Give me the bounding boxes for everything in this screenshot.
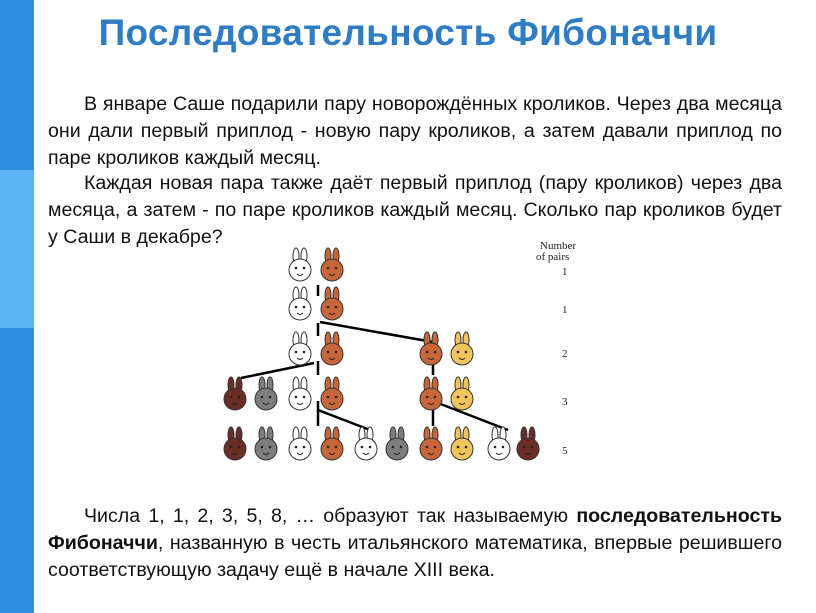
rabbit-white-icon — [288, 376, 312, 411]
pair-count-column: Number of pairs 1 1 2 3 5 — [536, 240, 576, 457]
rabbit-orange-icon — [419, 331, 443, 366]
rabbit-orange-icon — [419, 426, 443, 461]
header-line-number: Number — [540, 240, 576, 252]
rabbit-orange-icon — [320, 247, 344, 282]
side-accent-highlight — [0, 170, 34, 328]
rabbit-darkbrown-icon — [223, 426, 247, 461]
rabbit-darkbrown-icon — [516, 426, 540, 461]
paragraph-fibonacci-definition: Числа 1, 1, 2, 3, 5, 8, … образуют так н… — [48, 503, 782, 584]
rabbit-yellow-icon — [450, 376, 474, 411]
rabbit-white-icon — [288, 426, 312, 461]
rabbit-darkbrown-icon — [223, 376, 247, 411]
rabbit-gray-icon — [254, 376, 278, 411]
rabbit-white-icon — [288, 331, 312, 366]
definition-text-start: Числа 1, 1, 2, 3, 5, 8, … образуют так н… — [84, 504, 577, 527]
definition-text-end: , названную в честь итальянского математ… — [48, 531, 782, 581]
rabbit-pairs-tree-diagram: Number of pairs 1 1 2 3 5 — [223, 240, 576, 461]
rabbit-gray-icon — [254, 426, 278, 461]
definition-term: последовательность Фибоначчи — [48, 504, 782, 554]
rabbit-orange-icon — [320, 286, 344, 321]
rabbit-white-icon — [487, 426, 511, 461]
rabbit-orange-icon — [320, 376, 344, 411]
rabbit-orange-icon — [320, 331, 344, 366]
rabbit-yellow-icon — [450, 426, 474, 461]
header-line-of-pairs: of pairs — [536, 251, 569, 263]
tree-connector-lines — [240, 285, 509, 432]
count-row-5: 5 — [562, 445, 568, 457]
paragraph-problem-question: Каждая новая пара также даёт первый прип… — [48, 171, 782, 248]
rabbit-white-icon — [288, 247, 312, 282]
rabbit-yellow-icon — [450, 331, 474, 366]
paragraph-problem-intro: В январе Саше подарили пару новорождённы… — [48, 92, 782, 169]
count-row-3: 2 — [562, 348, 568, 360]
rabbit-orange-icon — [320, 426, 344, 461]
count-row-1: 1 — [562, 266, 568, 278]
rabbit-white-icon — [288, 286, 312, 321]
rabbit-orange-icon — [419, 376, 443, 411]
page-title: Последовательность Фибоначчи — [98, 12, 718, 53]
count-row-2: 1 — [562, 304, 568, 316]
rabbit-pairs — [223, 247, 540, 461]
count-row-4: 3 — [562, 396, 568, 408]
rabbit-gray-icon — [385, 426, 409, 461]
rabbit-white-icon — [354, 426, 378, 461]
